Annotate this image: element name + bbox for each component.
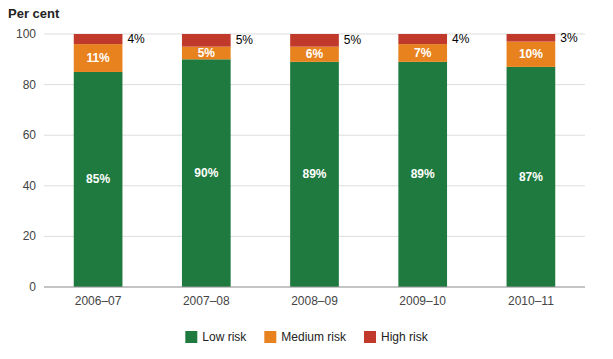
data-label: 85% xyxy=(86,172,110,186)
bar-segment xyxy=(74,72,123,287)
data-label: 7% xyxy=(414,46,432,60)
data-label: 89% xyxy=(411,167,435,181)
legend-swatch xyxy=(364,331,376,343)
data-label: 11% xyxy=(86,51,110,65)
legend-swatch xyxy=(264,331,276,343)
data-label: 5% xyxy=(198,46,216,60)
bar-segment xyxy=(290,47,339,62)
y-tick-label: 60 xyxy=(23,128,37,142)
x-tick-label: 2007–08 xyxy=(183,294,230,308)
data-label: 5% xyxy=(236,33,254,47)
x-tick-label: 2009–10 xyxy=(399,294,446,308)
bar-segment xyxy=(290,62,339,287)
data-label: 5% xyxy=(344,33,362,47)
x-tick-label: 2008–09 xyxy=(291,294,338,308)
data-label: 6% xyxy=(306,47,324,61)
legend-swatch xyxy=(185,331,197,343)
chart-container: Per cent 0 20 40 60 80 100 85% 11% 4% 90% 5% 5% 89% 6%… xyxy=(0,0,613,359)
bar-segment xyxy=(290,34,339,47)
legend-item: High risk xyxy=(364,330,429,344)
bar-segment xyxy=(507,34,556,42)
bar-segment xyxy=(74,34,123,44)
bar-segment xyxy=(398,62,447,287)
legend-label: High risk xyxy=(381,330,429,344)
x-tick-label: 2006–07 xyxy=(75,294,122,308)
y-tick-label: 80 xyxy=(23,78,37,92)
bar-segment xyxy=(74,44,123,72)
grid-line xyxy=(44,287,585,288)
y-tick-label: 0 xyxy=(29,280,36,294)
legend: Low risk Medium risk High risk xyxy=(185,330,428,344)
data-label: 90% xyxy=(194,166,218,180)
y-tick-label: 100 xyxy=(16,27,36,41)
legend-label: Low risk xyxy=(202,330,247,344)
data-label: 10% xyxy=(519,47,543,61)
bar-segment xyxy=(398,44,447,62)
y-tick-label: 20 xyxy=(23,229,37,243)
legend-item: Medium risk xyxy=(264,330,347,344)
y-axis-label: Per cent xyxy=(8,6,60,21)
legend-label: Medium risk xyxy=(281,330,347,344)
legend-item: Low risk xyxy=(185,330,247,344)
y-tick-label: 40 xyxy=(23,179,37,193)
data-label: 3% xyxy=(560,31,578,45)
x-axis-line xyxy=(44,287,585,288)
bars xyxy=(74,34,555,287)
data-label: 4% xyxy=(452,32,470,46)
bar-segment xyxy=(182,47,231,60)
bar-segment xyxy=(182,59,231,287)
bar-segment xyxy=(507,42,556,67)
bar-segment xyxy=(398,34,447,44)
data-labels: 85% 11% 4% 90% 5% 5% 89% 6% 5% 89% 7% 4% 87% 10% 3% xyxy=(86,31,578,187)
data-label: 87% xyxy=(519,170,543,184)
data-label: 4% xyxy=(127,32,145,46)
bar-segment xyxy=(507,67,556,287)
data-label: 89% xyxy=(302,167,326,181)
grid xyxy=(44,34,585,287)
chart-svg: Per cent 0 20 40 60 80 100 85% 11% 4% 90% 5% 5% 89% 6%… xyxy=(0,0,613,359)
bar-segment xyxy=(182,34,231,47)
background xyxy=(0,0,613,359)
x-tick-label: 2010–11 xyxy=(508,294,554,308)
